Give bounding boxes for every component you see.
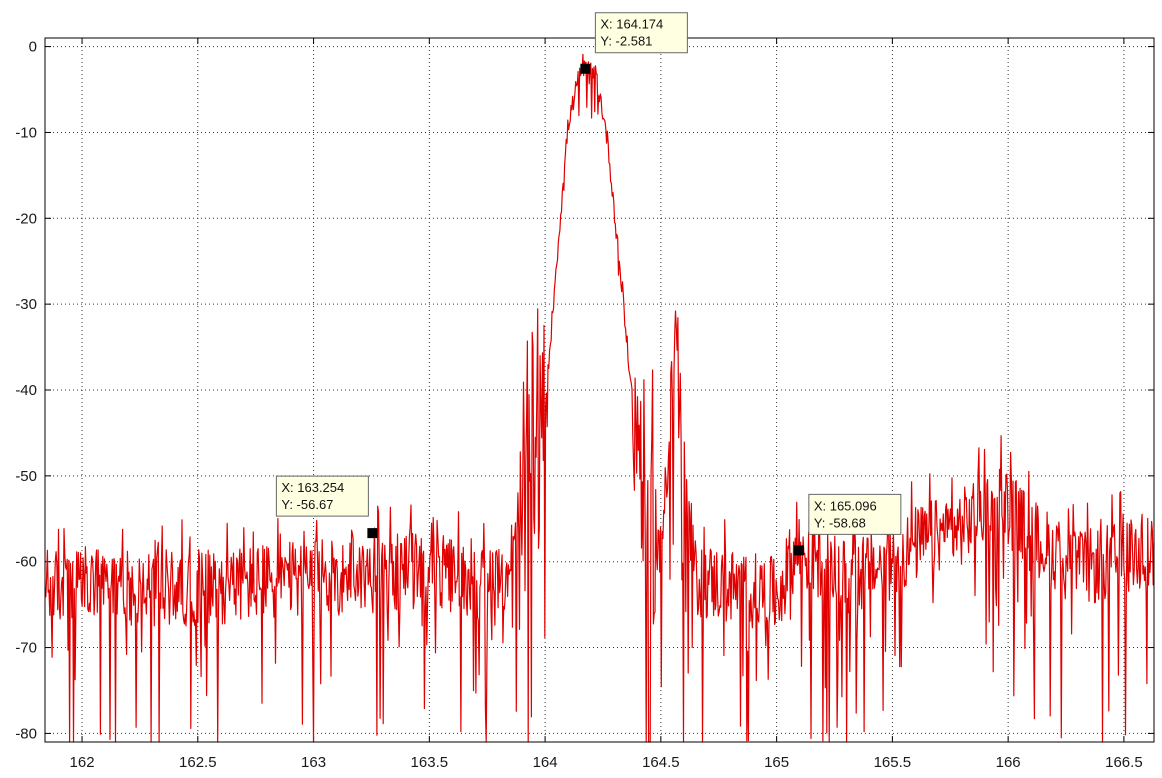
- x-tick-label: 162: [70, 754, 95, 771]
- y-tick-label: -60: [15, 554, 37, 571]
- data-tip[interactable]: X: 163.254 Y: -56.67: [275, 475, 378, 539]
- data-tip[interactable]: X: 164.174 Y: -2.581: [580, 12, 688, 74]
- y-tick-label: -10: [15, 124, 37, 141]
- data-tip-marker[interactable]: [367, 528, 378, 539]
- y-tick-labels: 0 -10 -20 -30 -40 -50 -60 -70 -80: [15, 39, 37, 743]
- data-tip-box: [594, 12, 688, 54]
- x-tick-label: 163.5: [411, 754, 449, 771]
- data-tip-y-text: Y: -2.581: [600, 34, 652, 49]
- grid-lines: [45, 38, 1154, 742]
- y-tick-label: -80: [15, 725, 37, 742]
- data-tip-marker[interactable]: [793, 545, 804, 556]
- trace-layer: [44, 53, 1155, 743]
- data-tip-y-text: Y: -56.67: [281, 497, 333, 512]
- data-tip[interactable]: X: 165.096 Y: -58.68: [793, 493, 902, 556]
- y-tick-label: -70: [15, 640, 37, 657]
- data-tip-x-text: X: 164.174: [600, 17, 663, 32]
- data-tip-y-text: Y: -58.68: [814, 515, 866, 530]
- y-tick-label: -40: [15, 382, 37, 399]
- y-tick-label: -50: [15, 468, 37, 485]
- x-tick-label: 166.5: [1105, 754, 1143, 771]
- x-tick-labels: 162 162.5 163 163.5 164 164.5 165 165.5 166 166.5: [70, 754, 1143, 771]
- data-tip-x-text: X: 163.254: [281, 480, 344, 495]
- x-tick-label: 163: [301, 754, 326, 771]
- x-tick-label: 164: [533, 754, 558, 771]
- y-tick-label: -20: [15, 210, 37, 227]
- data-tip-box: [808, 493, 902, 535]
- x-tick-label: 164.5: [642, 754, 680, 771]
- x-tick-label: 165.5: [874, 754, 912, 771]
- series-line-spectrum: [44, 53, 1155, 743]
- data-tip-marker[interactable]: [580, 63, 591, 74]
- data-tip-box: [275, 475, 369, 517]
- data-tip-x-text: X: 165.096: [814, 498, 877, 513]
- y-tick-label: 0: [29, 39, 37, 56]
- x-tick-label: 166: [996, 754, 1021, 771]
- y-tick-label: -30: [15, 296, 37, 313]
- x-tick-label: 165: [764, 754, 789, 771]
- x-tick-label: 162.5: [179, 754, 217, 771]
